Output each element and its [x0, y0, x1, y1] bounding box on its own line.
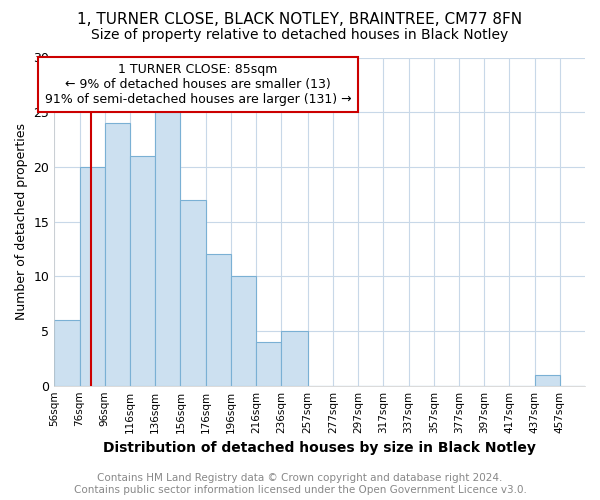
Bar — [130, 156, 155, 386]
Bar — [206, 254, 231, 386]
Bar — [181, 200, 206, 386]
Text: Size of property relative to detached houses in Black Notley: Size of property relative to detached ho… — [91, 28, 509, 42]
Bar — [256, 342, 281, 386]
Text: Contains HM Land Registry data © Crown copyright and database right 2024.
Contai: Contains HM Land Registry data © Crown c… — [74, 474, 526, 495]
Bar — [54, 320, 80, 386]
Bar — [535, 374, 560, 386]
Y-axis label: Number of detached properties: Number of detached properties — [15, 123, 28, 320]
Bar — [105, 123, 130, 386]
Bar — [281, 331, 308, 386]
Bar — [231, 276, 256, 386]
Text: 1, TURNER CLOSE, BLACK NOTLEY, BRAINTREE, CM77 8FN: 1, TURNER CLOSE, BLACK NOTLEY, BRAINTREE… — [77, 12, 523, 28]
Bar — [80, 167, 105, 386]
Bar — [155, 112, 181, 386]
X-axis label: Distribution of detached houses by size in Black Notley: Distribution of detached houses by size … — [103, 441, 536, 455]
Text: 1 TURNER CLOSE: 85sqm
← 9% of detached houses are smaller (13)
91% of semi-detac: 1 TURNER CLOSE: 85sqm ← 9% of detached h… — [44, 63, 352, 106]
